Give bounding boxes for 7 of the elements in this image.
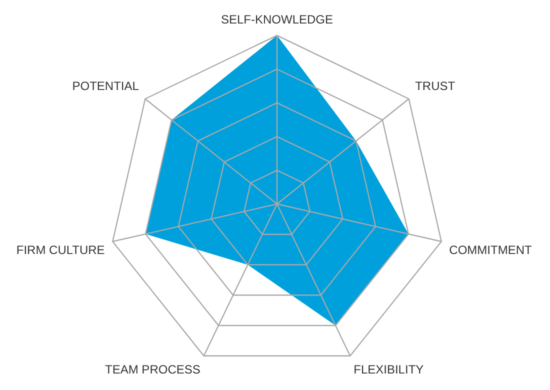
spoke-label: FLEXIBILITY <box>354 362 424 377</box>
spoke-label: COMMITMENT <box>449 242 532 257</box>
spoke-label: SELF-KNOWLEDGE <box>220 12 334 27</box>
spoke-label: POTENTIAL <box>72 79 140 94</box>
spoke-label: TRUST <box>415 79 456 94</box>
spoke-label: TEAM PROCESS <box>105 362 200 377</box>
spoke-label: FIRM CULTURE <box>16 242 105 257</box>
